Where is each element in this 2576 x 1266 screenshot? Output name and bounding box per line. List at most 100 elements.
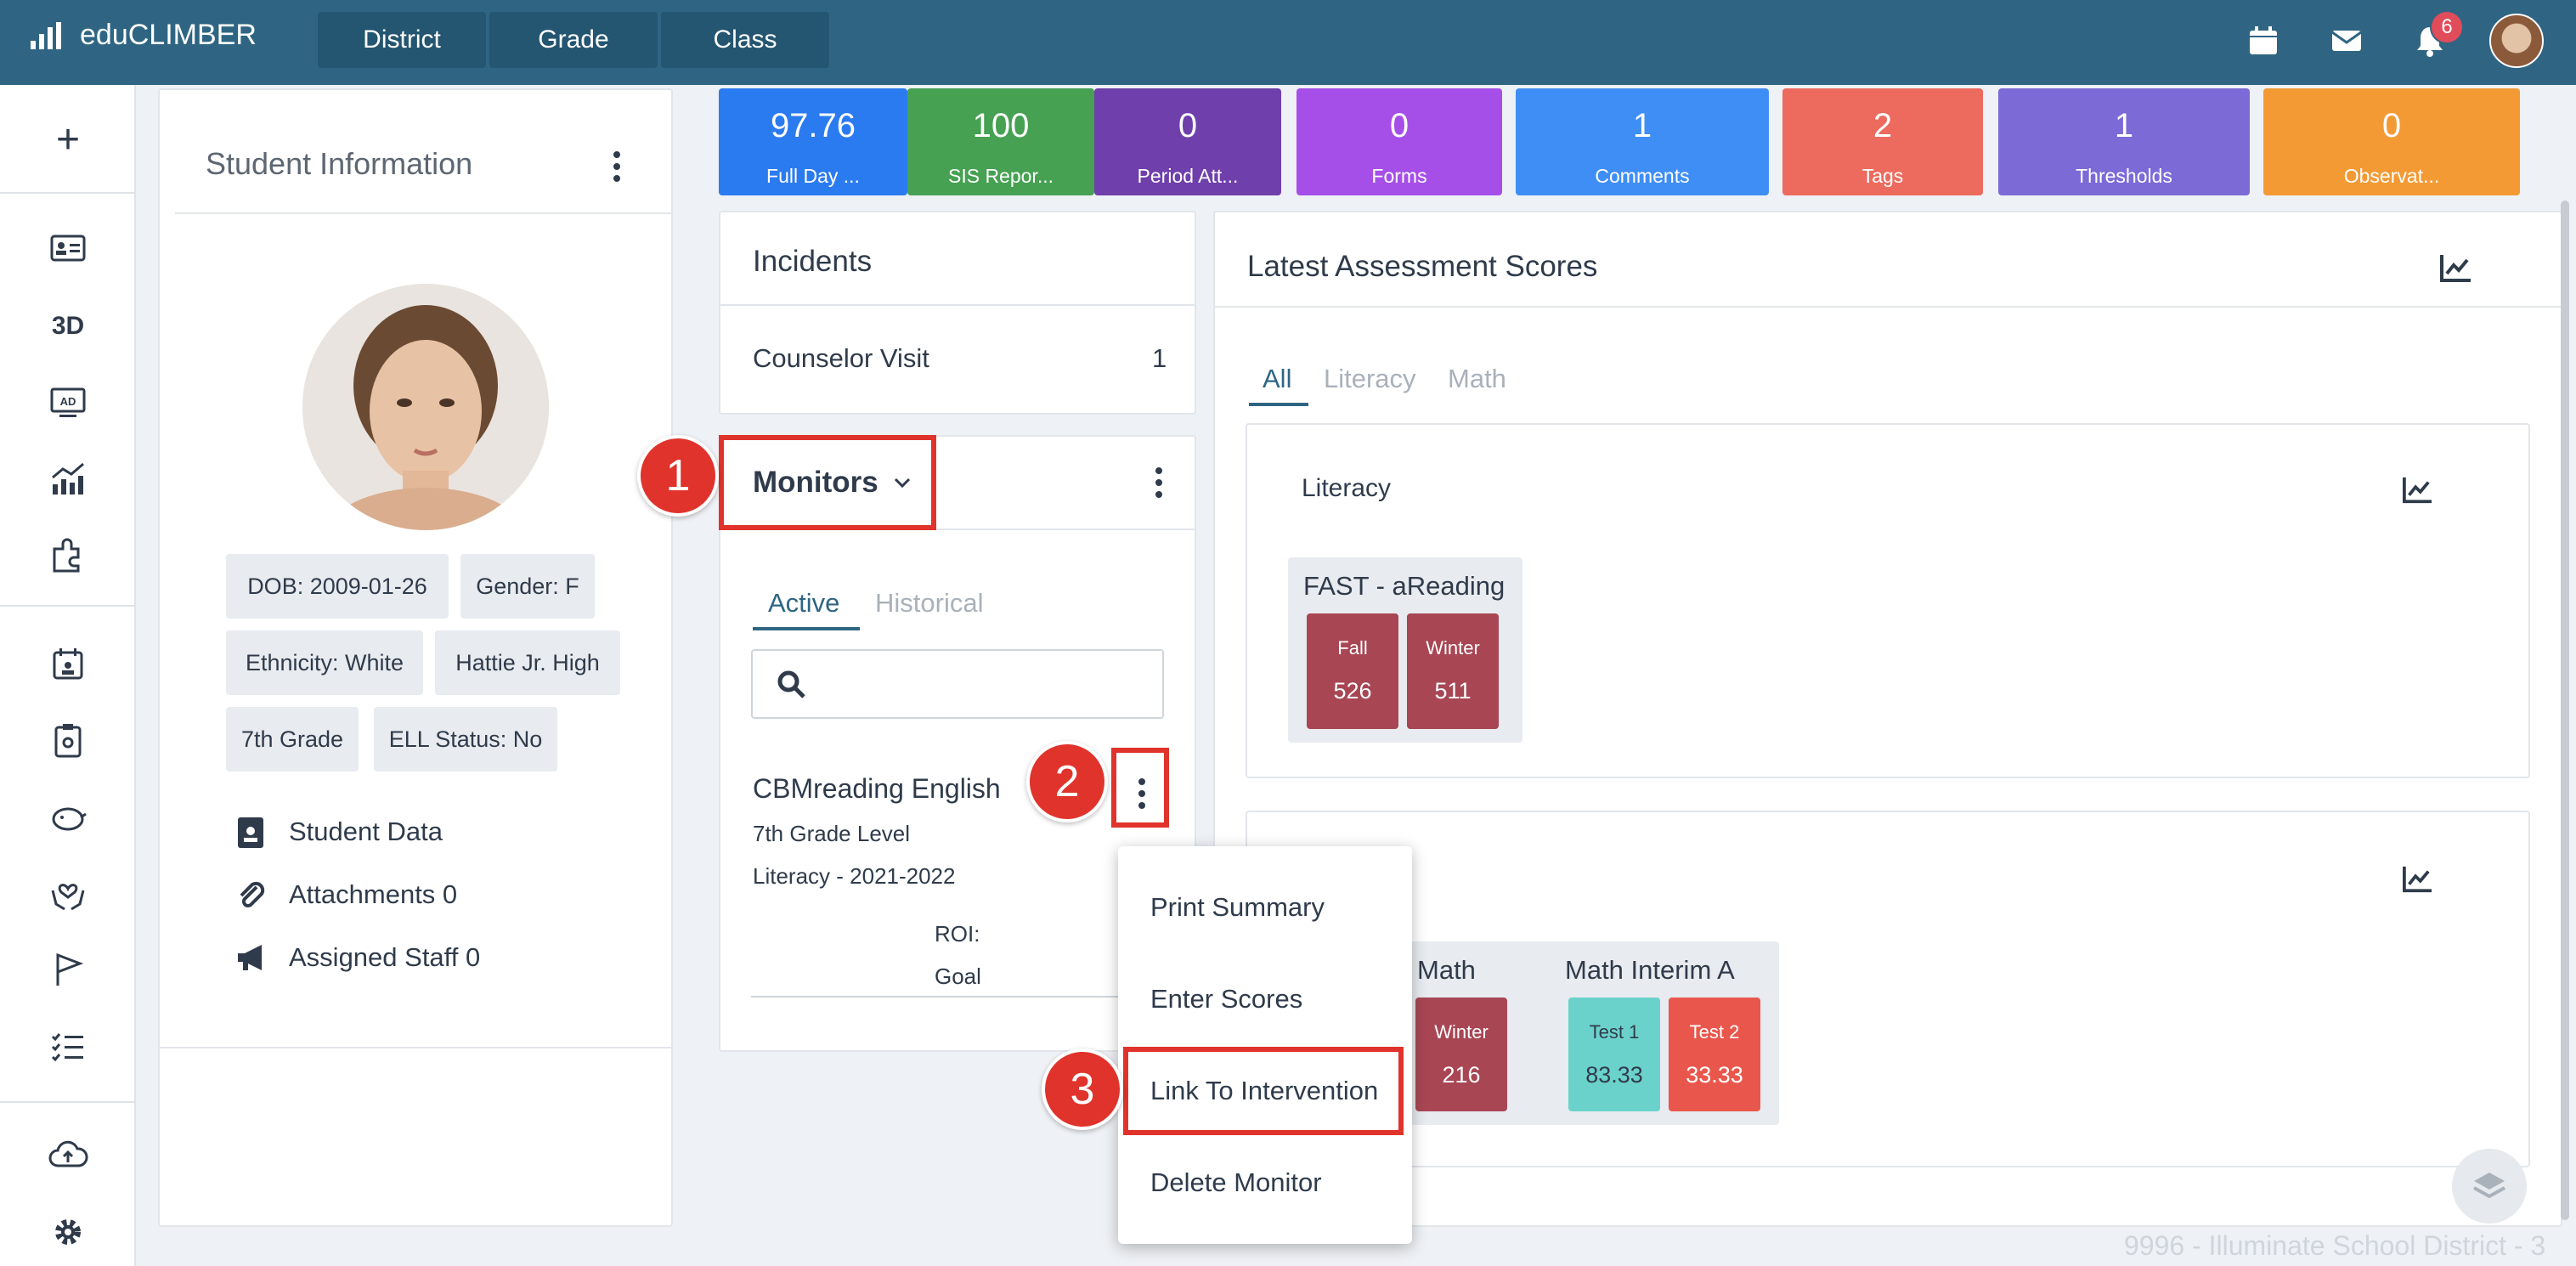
menu-print-summary[interactable]: Print Summary: [1150, 892, 1325, 922]
logo-bars-icon: [31, 21, 61, 49]
calendar-icon[interactable]: [2246, 24, 2280, 58]
stat-value: 97.76: [770, 107, 856, 144]
stat-thresholds[interactable]: 1 Thresholds: [1998, 88, 2250, 195]
stat-label: Full Day ...: [766, 165, 860, 187]
score-winter[interactable]: Winter 511: [1407, 613, 1499, 729]
notification-badge: 6: [2430, 10, 2464, 44]
stat-comments[interactable]: 1 Comments: [1516, 88, 1769, 195]
stat-value: 0: [1178, 107, 1198, 144]
gear-icon[interactable]: [44, 1208, 92, 1256]
stat-full-day-attendance[interactable]: 97.76 Full Day ...: [719, 88, 907, 195]
add-icon[interactable]: +: [55, 116, 81, 162]
score-season: Winter: [1434, 1021, 1489, 1043]
tab-all[interactable]: All: [1263, 364, 1292, 393]
menu-delete-monitor[interactable]: Delete Monitor: [1150, 1167, 1322, 1197]
menu-link-to-intervention[interactable]: Link To Intervention: [1150, 1076, 1379, 1105]
math-section: Math Winter 216 Math Interim A Test 1 83…: [1246, 811, 2530, 1167]
gender-chip: Gender: F: [460, 554, 595, 619]
math-interim-group: Math Interim A Test 1 83.33 Test 2 33.33: [1550, 941, 1779, 1125]
stat-label: Tags: [1861, 165, 1904, 187]
stat-observations[interactable]: 0 Observat...: [2263, 88, 2520, 195]
score-winter[interactable]: Winter 216: [1415, 998, 1507, 1111]
puzzle-icon[interactable]: [44, 532, 92, 579]
trend-chart-icon[interactable]: [2438, 253, 2472, 284]
app-logo[interactable]: eduCLIMBER: [31, 19, 257, 52]
monitors-dropdown[interactable]: Monitors: [753, 466, 912, 500]
clipboard-icon[interactable]: [44, 717, 92, 765]
nav-tab-district[interactable]: District: [318, 12, 486, 68]
sidebar-divider: [0, 1101, 134, 1103]
stat-value: 2: [1873, 107, 1893, 144]
monitor-roi: ROI:: [935, 921, 980, 947]
highlight-link-intervention: [1123, 1047, 1404, 1135]
assessment-title: Latest Assessment Scores: [1247, 250, 1598, 283]
stat-label: Period Att...: [1137, 165, 1239, 187]
cloud-upload-icon[interactable]: [44, 1132, 92, 1179]
assigned-staff-link[interactable]: Assigned Staff 0: [233, 940, 480, 975]
stat-tags[interactable]: 2 Tags: [1782, 88, 1983, 195]
stat-value: 1: [2114, 107, 2134, 144]
step-number-3: 3: [1042, 1048, 1123, 1130]
score-value: 526: [1333, 678, 1372, 704]
student-photo: [302, 284, 549, 530]
flag-icon[interactable]: [44, 947, 92, 994]
id-badge-icon: [238, 817, 263, 848]
score-test-1[interactable]: Test 1 83.33: [1568, 998, 1660, 1111]
3d-icon[interactable]: 3D: [51, 312, 85, 340]
monitor-name[interactable]: CBMreading English: [753, 773, 1001, 804]
trend-chart-icon[interactable]: [2401, 476, 2433, 505]
student-menu-kebab-icon[interactable]: [613, 151, 620, 182]
attachments-label: Attachments 0: [289, 879, 458, 909]
tab-historical[interactable]: Historical: [875, 588, 984, 618]
left-sidebar: + 3D AD: [0, 85, 136, 1266]
chart-icon[interactable]: [44, 455, 92, 503]
scrollbar[interactable]: [2561, 201, 2569, 1220]
score-value: 83.33: [1585, 1062, 1643, 1088]
student-data-label: Student Data: [289, 817, 443, 846]
hands-heart-icon[interactable]: [44, 870, 92, 918]
piggy-bank-icon[interactable]: [44, 794, 92, 841]
monitor-item-divider: [751, 996, 1164, 998]
literacy-title: Literacy: [1302, 474, 1392, 502]
calendar-user-icon[interactable]: [44, 641, 92, 688]
student-info-card: Student Information DOB: 2009-01-26 Gend…: [158, 88, 673, 1227]
stat-label: Comments: [1595, 165, 1690, 187]
layers-button[interactable]: [2452, 1149, 2527, 1224]
menu-enter-scores[interactable]: Enter Scores: [1150, 984, 1303, 1014]
search-icon: [777, 670, 805, 698]
monitor-ad-icon[interactable]: AD: [44, 379, 92, 427]
stat-label: Forms: [1371, 165, 1427, 187]
fast-areading-title: FAST - aReading: [1303, 571, 1505, 601]
tab-math[interactable]: Math: [1448, 364, 1506, 393]
stat-value: 1: [1632, 107, 1652, 144]
literacy-section: Literacy FAST - aReading Fall 526 Winter…: [1246, 423, 2530, 778]
tab-active[interactable]: Active: [768, 588, 840, 618]
mail-icon[interactable]: [2330, 24, 2364, 58]
footer-district-label: 9996 - Illuminate School District - 3: [2124, 1230, 2546, 1261]
student-data-link[interactable]: Student Data: [233, 814, 443, 850]
stat-label: Observat...: [2343, 165, 2440, 187]
tab-literacy[interactable]: Literacy: [1324, 364, 1416, 393]
step-number-1: 1: [637, 435, 719, 517]
id-card-icon[interactable]: [44, 224, 92, 272]
score-season: Fall: [1337, 637, 1368, 658]
stat-period-attendance[interactable]: 0 Period Att...: [1094, 88, 1281, 195]
stat-forms[interactable]: 0 Forms: [1296, 88, 1502, 195]
checklist-icon[interactable]: [44, 1023, 92, 1071]
card-divider: [175, 212, 673, 214]
nav-tab-class[interactable]: Class: [661, 12, 829, 68]
monitor-item-kebab-icon[interactable]: [1138, 778, 1145, 809]
score-test-2[interactable]: Test 2 33.33: [1669, 998, 1760, 1111]
incidents-title: Incidents: [753, 245, 873, 278]
score-fall[interactable]: Fall 526: [1307, 613, 1398, 729]
user-avatar[interactable]: [2489, 14, 2544, 68]
monitor-search-input[interactable]: [751, 649, 1164, 719]
monitors-menu-kebab-icon[interactable]: [1155, 467, 1162, 498]
monitors-card: Monitors Active Historical CBMreading En…: [719, 435, 1196, 1052]
nav-tab-grade[interactable]: Grade: [489, 12, 658, 68]
attachments-link[interactable]: Attachments 0: [233, 877, 457, 913]
stat-sis-report[interactable]: 100 SIS Repor...: [907, 88, 1094, 195]
trend-chart-icon[interactable]: [2401, 865, 2433, 894]
card-divider: [1215, 306, 2561, 308]
math-interim-title: Math Interim A: [1565, 955, 1735, 985]
